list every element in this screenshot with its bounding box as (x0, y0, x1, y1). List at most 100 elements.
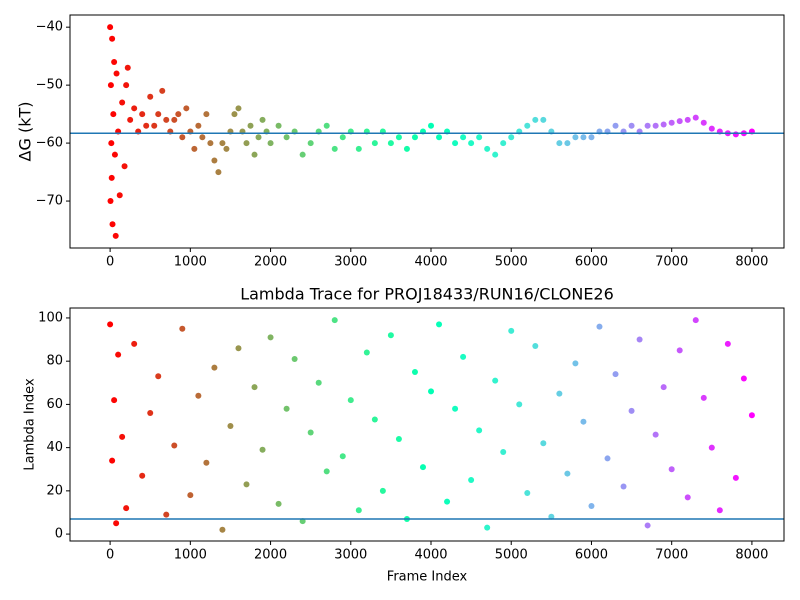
y-axis-label: Lambda Index (23, 378, 38, 471)
y-tick-label: 0 (55, 527, 63, 542)
y-tick-label: 80 (46, 354, 63, 369)
point (355, 507, 362, 514)
point (644, 522, 651, 529)
x-tick-label: 6000 (575, 255, 608, 270)
point (143, 122, 150, 129)
point (108, 174, 115, 181)
point (580, 134, 587, 141)
point (371, 416, 378, 423)
point (155, 373, 162, 380)
y-tick-label: −40 (36, 20, 63, 35)
point (452, 140, 459, 147)
point (207, 140, 214, 147)
point (171, 442, 178, 449)
point (700, 119, 707, 126)
point (113, 70, 120, 77)
point (155, 111, 162, 118)
x-tick-label: 3000 (334, 255, 367, 270)
point (395, 134, 402, 141)
point (251, 151, 258, 158)
point (211, 157, 218, 164)
point (267, 334, 274, 341)
point (556, 390, 563, 397)
point (203, 459, 210, 466)
point (235, 345, 242, 352)
point (139, 111, 146, 118)
point (596, 323, 603, 330)
point (716, 507, 723, 514)
point (243, 481, 250, 488)
point (331, 145, 338, 152)
point (191, 145, 198, 152)
point (468, 477, 475, 484)
point (183, 105, 190, 112)
point (124, 64, 131, 71)
point (199, 134, 206, 141)
point (628, 122, 635, 129)
point (700, 394, 707, 401)
y-tick-label: 40 (46, 440, 63, 455)
point (564, 470, 571, 477)
point (267, 140, 274, 147)
point (107, 321, 114, 328)
x-tick-label: 4000 (414, 548, 447, 563)
point (107, 24, 114, 31)
point (708, 444, 715, 451)
point (411, 134, 418, 141)
point (588, 134, 595, 141)
point (387, 140, 394, 147)
point (111, 397, 118, 404)
point (444, 498, 451, 505)
point (111, 151, 118, 158)
point (524, 490, 531, 497)
point (556, 140, 563, 147)
point (187, 492, 194, 499)
point (403, 145, 410, 152)
x-tick-label: 3000 (334, 548, 367, 563)
point (195, 122, 202, 129)
x-axis-label: Frame Index (387, 570, 468, 585)
point (339, 453, 346, 460)
x-tick-label: 8000 (735, 255, 768, 270)
point (116, 192, 123, 199)
point (644, 122, 651, 129)
point (215, 169, 222, 176)
point (500, 140, 507, 147)
point (112, 232, 119, 239)
point (604, 455, 611, 462)
point (347, 397, 354, 404)
x-tick-label: 4000 (414, 255, 447, 270)
point (107, 198, 114, 205)
point (612, 371, 619, 378)
point (532, 343, 539, 350)
point (227, 423, 234, 430)
point (109, 457, 116, 464)
point (588, 502, 595, 509)
point (740, 375, 747, 382)
axes-frame (69, 14, 785, 249)
point (251, 384, 258, 391)
point (612, 122, 619, 129)
point (676, 118, 683, 125)
point (171, 116, 178, 123)
point (540, 440, 547, 447)
point (195, 392, 202, 399)
point (564, 140, 571, 147)
point (259, 116, 266, 123)
x-tick-label: 5000 (495, 255, 528, 270)
point (108, 140, 115, 147)
y-tick-label: 60 (46, 397, 63, 412)
y-tick-label: 20 (46, 483, 63, 498)
point (684, 116, 691, 123)
point (460, 134, 467, 141)
point (219, 140, 226, 147)
point (115, 351, 122, 358)
point (163, 116, 170, 123)
point (371, 140, 378, 147)
x-tick-label: 8000 (735, 548, 768, 563)
point (323, 468, 330, 475)
y-tick-label: −50 (36, 78, 63, 93)
x-tick-label: 0 (106, 548, 114, 563)
y-axis-label: ΔG (kT) (16, 102, 35, 162)
x-tick-label: 7000 (655, 255, 688, 270)
